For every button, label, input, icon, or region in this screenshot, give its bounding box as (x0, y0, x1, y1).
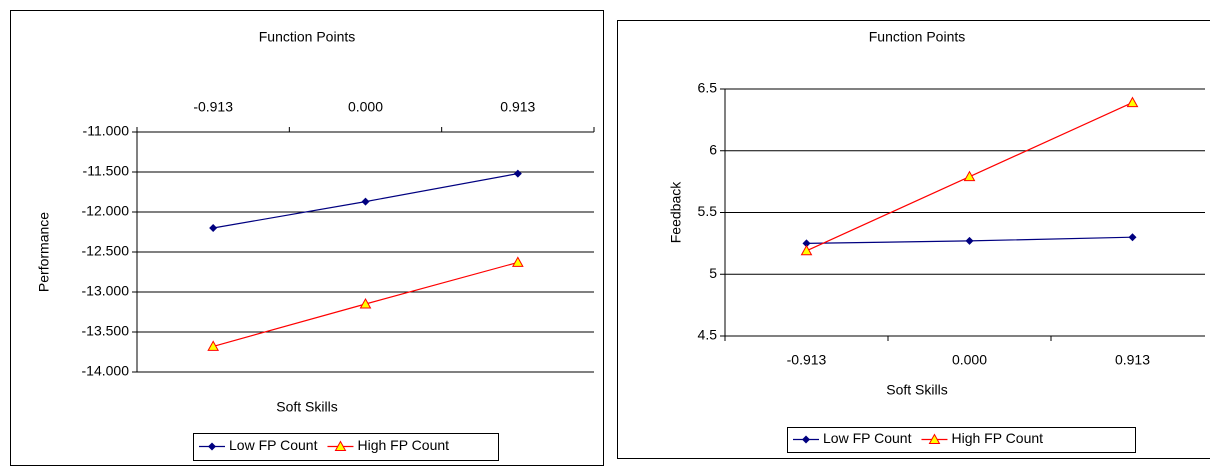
marker (802, 239, 811, 248)
marker (511, 256, 524, 267)
legend-box (787, 427, 1136, 453)
marker (209, 224, 218, 232)
marker (1126, 96, 1139, 108)
chart: Function Points Feedback Soft Skills 4.5 5 5.… (668, 29, 1205, 453)
x-tick-label: -0.913 (193, 99, 233, 115)
y-axis-label: Performance (36, 212, 52, 292)
marker (361, 197, 370, 206)
chart: Function Points Performance Soft Skills -11… (36, 29, 595, 461)
y-axis-label: Feedback (668, 181, 684, 243)
y-tick-label: -13.000 (82, 283, 130, 299)
marker (965, 236, 974, 245)
legend-label: Low FP Count (823, 430, 912, 446)
y-tick-label: -12.000 (82, 203, 130, 219)
marker (334, 440, 347, 451)
x-tick-label: -0.913 (787, 352, 827, 368)
legend-label: High FP Count (357, 437, 449, 453)
x-tick-label: 0.000 (952, 352, 987, 368)
y-tick-label: 6.5 (698, 80, 718, 96)
marker (207, 340, 220, 351)
x-axis-label: Soft Skills (886, 382, 947, 398)
marker (800, 244, 813, 256)
marker (928, 433, 941, 444)
y-tick-label: 4.5 (698, 327, 718, 343)
x-tick-label: 0.913 (500, 99, 535, 115)
chart-frame (10, 10, 604, 466)
y-tick-label: -11.500 (83, 163, 130, 179)
chart-title: Function Points (869, 29, 966, 45)
marker (208, 442, 216, 451)
y-tick-label: -11.000 (83, 123, 130, 139)
chart-title: Function Points (259, 29, 356, 45)
y-tick-label: 5.5 (698, 203, 718, 219)
x-axis-label: Soft Skills (276, 399, 337, 415)
x-tick-label: 0.000 (348, 99, 383, 115)
y-tick-label: -13.500 (82, 323, 130, 339)
marker (513, 169, 522, 178)
marker (1128, 233, 1137, 242)
chart-frame (617, 20, 1210, 459)
legend-label: High FP Count (951, 430, 1043, 446)
y-tick-label: 5 (709, 265, 717, 281)
marker (802, 435, 810, 444)
marker (359, 297, 372, 309)
y-tick-label: -14.000 (82, 363, 130, 379)
x-tick-label: 0.913 (1115, 352, 1150, 368)
y-tick-label: -12.500 (82, 243, 130, 259)
marker (963, 170, 976, 182)
y-tick-label: 6 (709, 141, 717, 157)
legend-label: Low FP Count (229, 437, 318, 453)
